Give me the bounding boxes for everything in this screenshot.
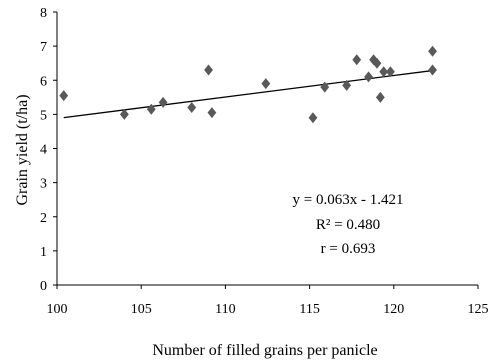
data-point [379,66,389,78]
regression-annotation: y = 0.063x - 1.421 [293,192,404,208]
x-tick-label: 100 [47,302,68,317]
data-point [261,78,271,90]
y-axis-label: Grain yield (t/ha) [14,94,31,205]
data-point [342,79,352,91]
y-tick-label: 4 [40,143,47,158]
data-point [352,54,362,66]
x-axis-label: Number of filled grains per panicle [152,342,377,359]
regression-annotations: y = 0.063x - 1.421 R² = 0.480 r = 0.693 [293,192,404,257]
data-point [207,107,217,119]
x-tick-label: 110 [215,302,235,317]
data-points [59,45,437,124]
x-tick-label: 105 [131,302,152,317]
data-point [428,64,437,76]
data-point [386,66,395,78]
x-tick-label: 120 [383,302,404,317]
y-tick-label: 0 [40,279,47,294]
data-point [187,102,197,114]
y-tick-label: 6 [40,74,47,89]
y-ticks: 0 1 2 3 4 5 6 7 8 [40,6,57,294]
data-point [364,71,373,83]
x-tick-label: 115 [299,302,319,317]
data-point [428,45,437,57]
y-tick-label: 8 [40,6,47,21]
axes [56,12,478,286]
regression-annotation: R² = 0.480 [316,217,380,233]
data-point [320,81,330,93]
data-point [158,96,168,108]
data-point [59,90,69,102]
data-point [375,91,385,103]
data-point [204,64,213,76]
y-tick-label: 7 [40,40,47,55]
y-tick-label: 1 [40,245,47,260]
x-tick-label: 125 [468,302,489,317]
x-ticks: 100 105 110 115 120 125 [47,285,489,317]
data-point [119,108,129,120]
regression-annotation: r = 0.693 [321,241,376,257]
trendline [63,69,433,119]
y-tick-label: 3 [40,177,47,192]
data-point [372,57,382,69]
data-point [146,103,156,115]
y-tick-label: 5 [40,108,47,123]
data-point [308,112,318,124]
y-tick-label: 2 [40,211,47,226]
